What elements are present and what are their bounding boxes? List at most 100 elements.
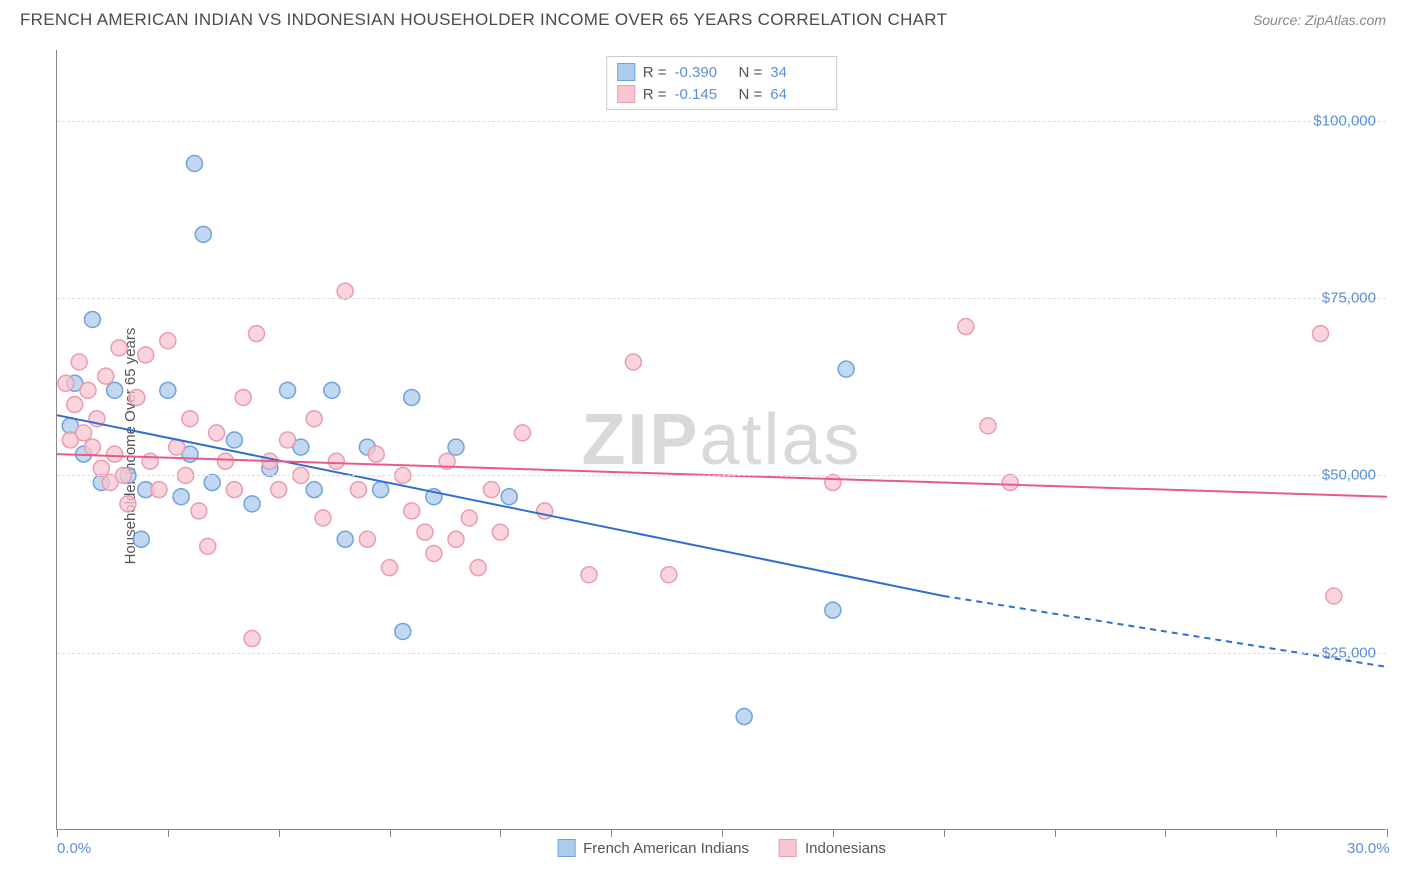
scatter-point [404,503,420,519]
scatter-point [328,453,344,469]
x-tick [611,829,612,837]
scatter-point [226,482,242,498]
regression-line-extrapolated [944,596,1387,667]
series-legend: French American Indians Indonesians [557,839,886,857]
grid-line [57,475,1386,476]
y-tick-label: $75,000 [1322,290,1376,307]
grid-line [57,298,1386,299]
scatter-point [306,411,322,427]
scatter-point [244,496,260,512]
scatter-point [382,560,398,576]
y-tick-label: $50,000 [1322,467,1376,484]
scatter-point [306,482,322,498]
scatter-point [280,382,296,398]
x-tick [833,829,834,837]
x-tick [168,829,169,837]
scatter-point [226,432,242,448]
x-tick [1276,829,1277,837]
grid-line [57,653,1386,654]
scatter-point [448,531,464,547]
scatter-point [280,432,296,448]
x-axis-label: 0.0% [57,840,91,857]
scatter-point [84,439,100,455]
scatter-point [324,382,340,398]
source-label: Source: ZipAtlas.com [1253,12,1386,28]
scatter-point [373,482,389,498]
scatter-point [111,340,127,356]
scatter-point [160,382,176,398]
scatter-svg [57,50,1386,829]
x-tick [722,829,723,837]
chart-title: FRENCH AMERICAN INDIAN VS INDONESIAN HOU… [20,10,947,30]
scatter-point [958,319,974,335]
scatter-point [980,418,996,434]
scatter-point [120,496,136,512]
scatter-point [67,397,83,413]
x-tick [57,829,58,837]
scatter-point [1326,588,1342,604]
scatter-point [84,311,100,327]
x-tick [390,829,391,837]
scatter-point [244,631,260,647]
x-tick [1055,829,1056,837]
legend-bottom-label-1: French American Indians [583,840,749,857]
scatter-point [142,453,158,469]
scatter-point [200,538,216,554]
x-tick [279,829,280,837]
scatter-point [191,503,207,519]
scatter-point [337,531,353,547]
y-tick-label: $25,000 [1322,644,1376,661]
scatter-point [359,531,375,547]
legend-bottom-swatch-1 [557,839,575,857]
scatter-point [217,453,233,469]
scatter-point [98,368,114,384]
scatter-point [58,375,74,391]
scatter-point [625,354,641,370]
scatter-point [501,489,517,505]
scatter-point [736,709,752,725]
scatter-point [209,425,225,441]
scatter-point [93,460,109,476]
scatter-point [404,389,420,405]
scatter-point [315,510,331,526]
x-axis-label: 30.0% [1347,840,1390,857]
scatter-point [470,560,486,576]
scatter-point [80,382,96,398]
x-tick [944,829,945,837]
scatter-point [151,482,167,498]
scatter-point [368,446,384,462]
scatter-point [107,382,123,398]
scatter-point [107,446,123,462]
scatter-point [337,283,353,299]
scatter-point [515,425,531,441]
y-tick-label: $100,000 [1313,112,1376,129]
scatter-point [195,226,211,242]
scatter-point [825,475,841,491]
scatter-point [186,155,202,171]
x-tick [1387,829,1388,837]
scatter-point [838,361,854,377]
scatter-point [160,333,176,349]
scatter-point [417,524,433,540]
scatter-point [825,602,841,618]
scatter-point [129,389,145,405]
scatter-point [133,531,149,547]
legend-bottom-swatch-2 [779,839,797,857]
scatter-point [173,489,189,505]
x-tick [500,829,501,837]
legend-item-1: French American Indians [557,839,749,857]
x-tick [1165,829,1166,837]
scatter-point [1002,475,1018,491]
chart-plot-area: ZIPatlas R = -0.390 N = 34 R = -0.145 N … [56,50,1386,830]
scatter-point [461,510,477,526]
scatter-point [448,439,464,455]
scatter-point [395,623,411,639]
scatter-point [138,347,154,363]
legend-item-2: Indonesians [779,839,886,857]
grid-line [57,121,1386,122]
scatter-point [71,354,87,370]
legend-bottom-label-2: Indonesians [805,840,886,857]
scatter-point [271,482,287,498]
scatter-point [426,545,442,561]
scatter-point [1313,326,1329,342]
